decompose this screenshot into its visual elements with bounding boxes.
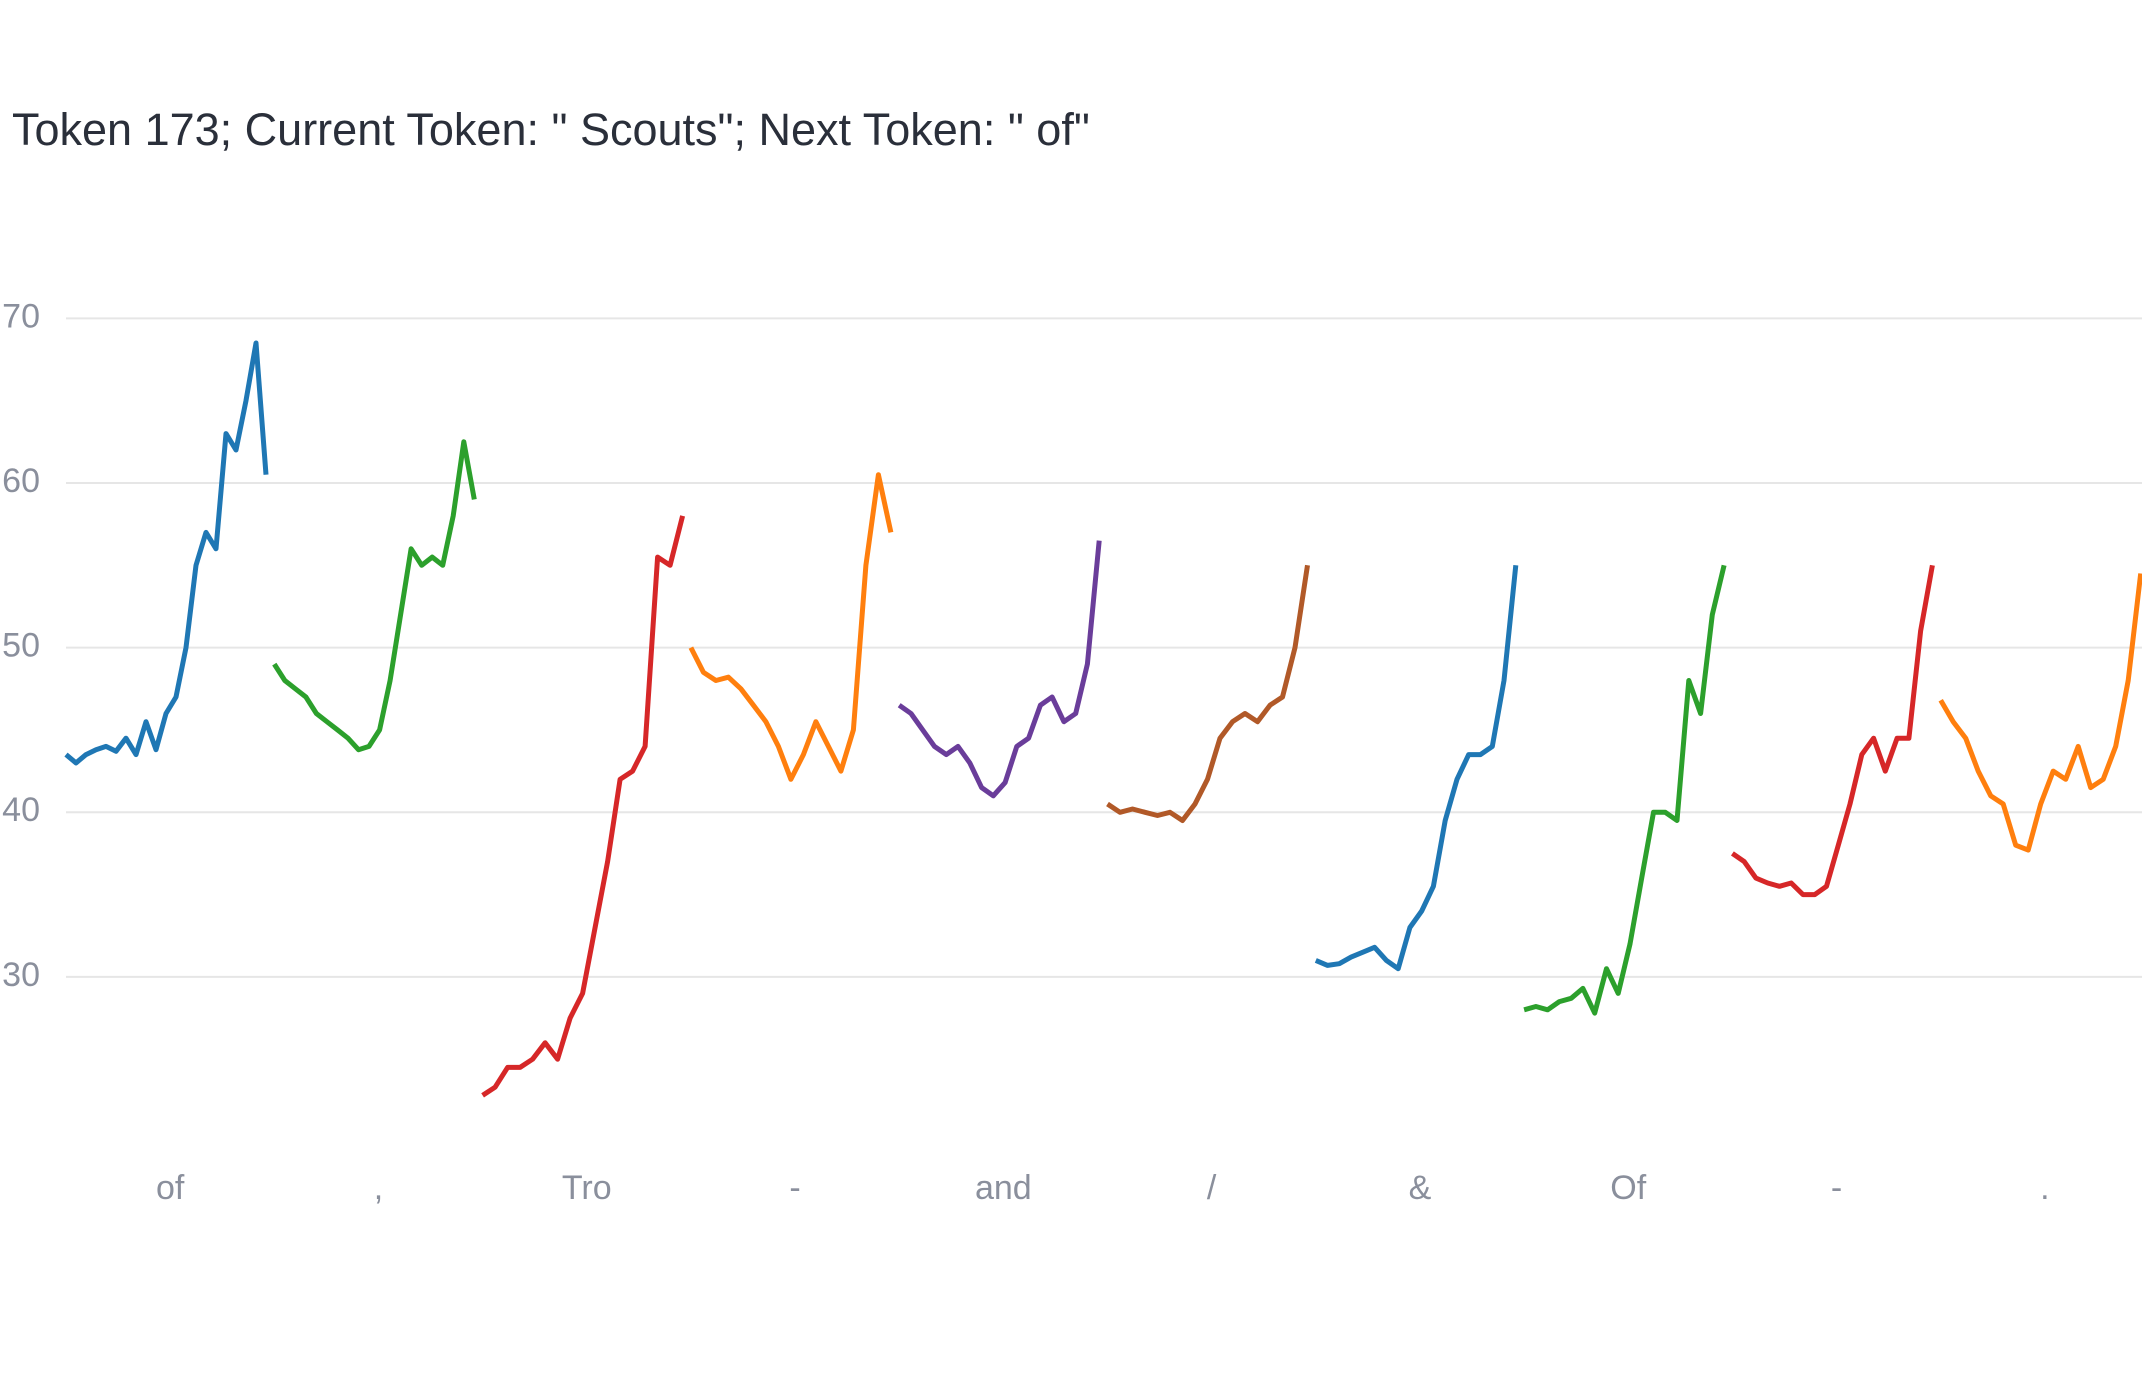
- x-tick-label: ,: [374, 1169, 383, 1207]
- x-tick-label: Of: [1610, 1169, 1646, 1207]
- x-tick-label: .: [2040, 1169, 2049, 1207]
- line-series: [688, 472, 894, 782]
- line-series: [481, 515, 686, 1098]
- line-series: [1523, 564, 1727, 1016]
- x-tick-label: -: [789, 1169, 800, 1207]
- x-tick-label: &: [1409, 1169, 1432, 1207]
- y-tick-label: 30: [2, 956, 40, 994]
- line-series: [897, 540, 1102, 799]
- y-tick-label: 60: [2, 462, 40, 500]
- x-tick-label: and: [975, 1169, 1032, 1207]
- x-tick-label: Tro: [562, 1169, 612, 1207]
- x-tick-label: /: [1207, 1169, 1217, 1207]
- y-tick-label: 50: [2, 627, 40, 665]
- x-tick-label: -: [1831, 1169, 1842, 1207]
- line-series: [272, 439, 477, 753]
- x-tick-label: of: [156, 1169, 185, 1207]
- chart-title: Token 173; Current Token: " Scouts"; Nex…: [12, 104, 1090, 155]
- y-tick-label: 70: [2, 297, 40, 335]
- line-series: [64, 340, 269, 766]
- y-tick-label: 40: [2, 791, 40, 829]
- line-series: [1106, 564, 1310, 823]
- line-series: [1314, 565, 1519, 972]
- line-series: [1938, 573, 2142, 853]
- line-series: [1730, 564, 1935, 898]
